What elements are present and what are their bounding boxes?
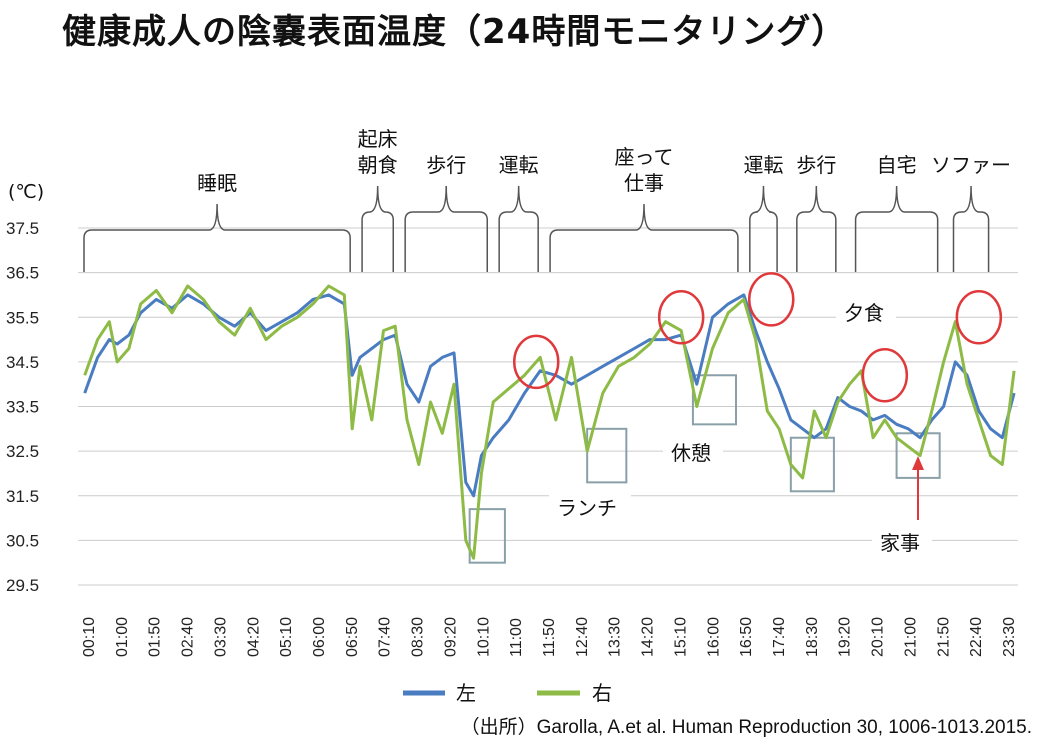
highlight-circle: [657, 290, 705, 345]
x-tick-label: 20:10: [870, 617, 887, 657]
y-tick-labels: 37.5 36.5 35.5 34.5 33.5 32.5 31.5 30.5 29.5: [6, 219, 39, 595]
event-boxes: [468, 374, 941, 564]
activity-label: 自宅: [877, 153, 917, 177]
x-tick-label: 02:40: [180, 617, 197, 657]
y-tick-label: 32.5: [6, 442, 39, 461]
activity-brackets: [83, 185, 990, 272]
activity-bracket: [952, 185, 990, 272]
activity-bracket: [83, 203, 351, 272]
x-tick-label: 17:40: [771, 617, 788, 657]
x-tick-label: 12:40: [574, 617, 591, 657]
x-tick-label: 21:50: [935, 617, 952, 657]
event-label-bg: [836, 298, 896, 328]
x-tick-label: 04:20: [245, 617, 262, 657]
activity-bracket: [498, 185, 539, 272]
y-tick-label: 36.5: [6, 264, 39, 283]
x-tick-label: 15:10: [672, 617, 689, 657]
activity-bracket: [361, 185, 394, 272]
activity-label: 座って: [615, 145, 674, 169]
chart-title: 健康成人の陰嚢表面温度（24時間モニタリング）: [62, 12, 847, 52]
grid-lines: [78, 227, 1018, 586]
activity-label: 起床: [358, 127, 398, 151]
y-tick-label: 33.5: [6, 398, 39, 417]
y-tick-label: 37.5: [6, 219, 39, 238]
legend: 左 右: [403, 681, 612, 705]
source-citation: （出所）Garolla, A.et al. Human Reproduction…: [460, 717, 1032, 738]
activity-bracket: [404, 185, 488, 272]
activity-bracket: [854, 185, 939, 272]
x-tick-label: 06:50: [344, 617, 361, 657]
activity-label: 仕事: [624, 171, 664, 195]
x-tick-label: 16:00: [705, 617, 722, 657]
event-label: 休憩: [671, 441, 711, 465]
x-tick-label: 13:30: [607, 617, 624, 657]
x-tick-label: 10:10: [475, 617, 492, 657]
x-tick-label: 11:50: [541, 618, 558, 657]
activity-bracket: [749, 185, 778, 272]
highlight-circle: [861, 348, 909, 403]
activity-label: 運転: [743, 153, 783, 177]
activity-label: 朝食: [358, 153, 398, 177]
x-tick-label: 16:50: [738, 617, 755, 657]
activity-label: ソファー: [931, 153, 1011, 177]
x-tick-label: 06:00: [311, 617, 328, 657]
x-tick-label: 08:30: [410, 617, 427, 657]
y-tick-label: 31.5: [6, 487, 39, 506]
x-tick-label: 23:30: [1001, 617, 1018, 657]
highlight-circles: [513, 272, 1003, 403]
highlight-circle: [748, 272, 795, 327]
event-box: [468, 508, 506, 564]
activity-bracket: [796, 185, 837, 272]
event-label-bg: [663, 438, 723, 468]
highlight-circle: [955, 290, 1003, 345]
y-tick-label: 35.5: [6, 308, 39, 327]
x-tick-label: 00:10: [81, 617, 98, 657]
y-tick-label: 30.5: [6, 531, 39, 550]
x-tick-label: 03:30: [212, 617, 229, 657]
activity-label: 歩行: [426, 153, 466, 177]
x-tick-label: 01:50: [147, 617, 164, 657]
event-label: 家事: [880, 531, 920, 555]
event-label-bg: [549, 493, 631, 523]
legend-label-right: 右: [592, 681, 612, 705]
x-tick-label: 11:00: [508, 618, 525, 657]
x-tick-label: 22:40: [968, 617, 985, 657]
y-tick-label: 34.5: [6, 353, 39, 372]
y-unit-label: (℃): [8, 181, 44, 203]
x-tick-labels: 00:10 01:00 01:50 02:40 03:30 04:20 05:10 06:00…: [81, 617, 1018, 657]
legend-label-left: 左: [456, 681, 476, 705]
x-tick-label: 09:20: [442, 617, 459, 657]
y-tick-label: 29.5: [6, 576, 39, 595]
series-lines: [83, 284, 1016, 560]
x-tick-label: 19:20: [837, 617, 854, 657]
activity-label: 運転: [499, 153, 539, 177]
event-arrowhead: [912, 456, 924, 470]
x-tick-label: 05:10: [278, 617, 295, 657]
event-label: ランチ: [557, 496, 617, 520]
event-label-bg: [872, 528, 932, 558]
x-tick-label: 01:00: [114, 617, 131, 657]
x-tick-label: 07:40: [377, 617, 394, 657]
event-box: [789, 436, 835, 493]
activity-label: 歩行: [796, 153, 836, 177]
series-line-right: [83, 284, 1016, 560]
highlight-circle: [513, 334, 560, 390]
x-tick-label: 18:30: [804, 617, 821, 657]
x-tick-label: 21:00: [902, 617, 919, 657]
event-box: [691, 374, 738, 426]
activity-bracket: [549, 203, 739, 272]
activity-label: 睡眠: [197, 171, 237, 195]
event-box: [586, 427, 628, 484]
x-tick-label: 14:20: [640, 617, 657, 657]
event-label: 夕食: [844, 301, 884, 325]
